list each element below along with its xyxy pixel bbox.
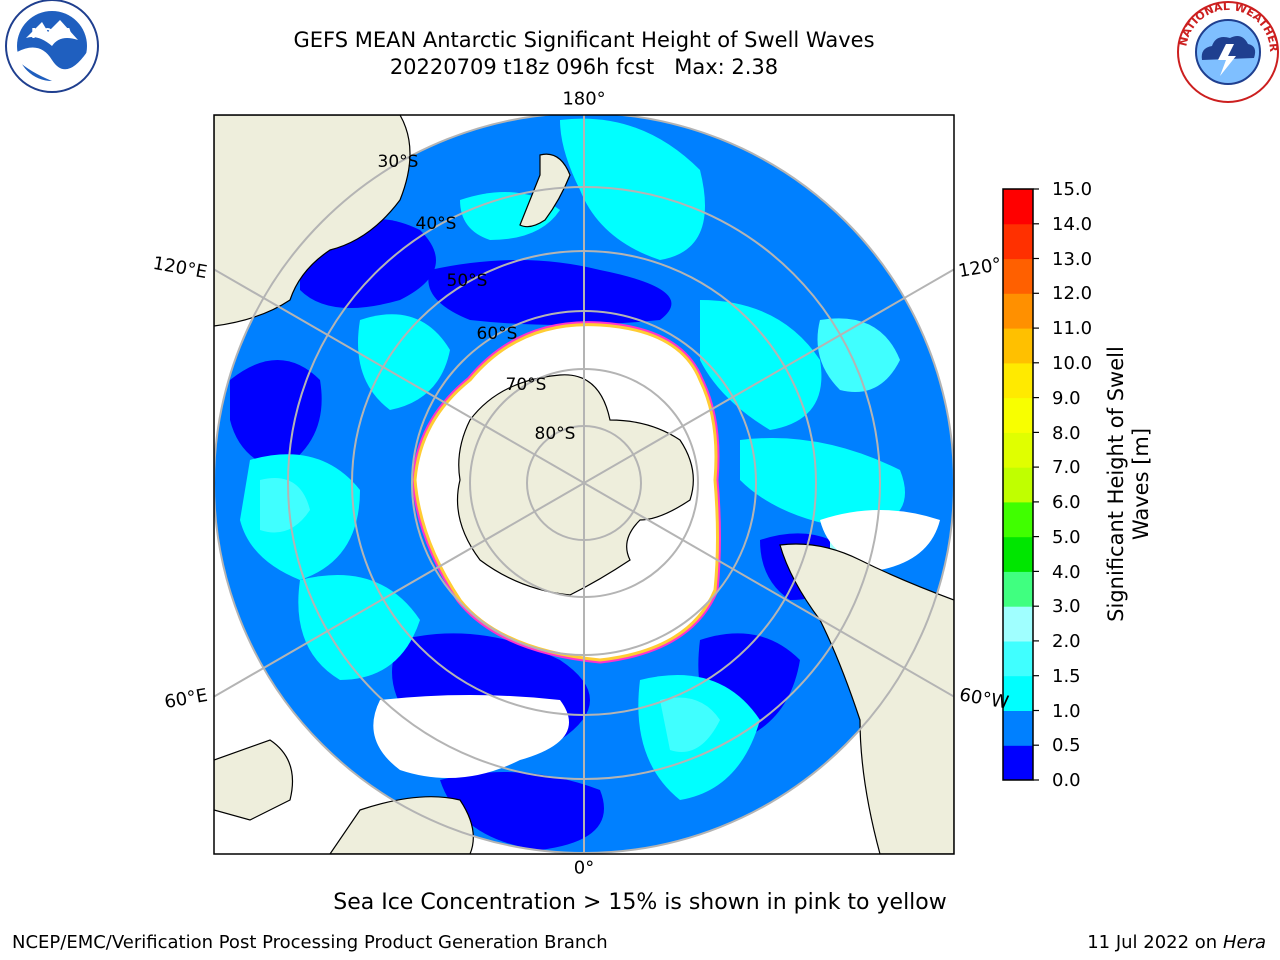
africa-land [214, 739, 294, 821]
no-swell-region [373, 695, 569, 778]
lon-label-180: 180° [562, 88, 606, 110]
lat-label-60s: 60°S [476, 324, 518, 344]
footer-date-text: 11 Jul 2022 on [1087, 932, 1223, 953]
colorbar-tick: 2.0 [1052, 631, 1081, 652]
colorbar-tick: 3.0 [1052, 596, 1081, 617]
lon-label-0: 0° [573, 857, 595, 879]
lat-label-70s: 70°S [505, 375, 547, 395]
swell-region [260, 478, 310, 533]
colorbar-bin [1003, 745, 1033, 781]
colorbar-tick: 11.0 [1052, 318, 1093, 339]
chart-subtitle: 20220709 t18z 096h fcst Max: 2.38 [389, 55, 779, 79]
australia-land [214, 115, 411, 327]
lat-label-30s: 30°S [377, 152, 419, 172]
nws-logo: NATIONAL WEATHER SERVICE [1176, 0, 1280, 103]
colorbar-tick: 0.5 [1052, 735, 1081, 756]
colorbar-frame [1002, 188, 1034, 781]
colorbar-bin [1003, 189, 1033, 225]
colorbar-tick: 7.0 [1052, 457, 1081, 478]
lat-label-40s: 40°S [415, 214, 457, 234]
colorbar-label: Significant Height of Swell Waves [m] [1104, 346, 1153, 622]
colorbar-bin [1003, 328, 1033, 364]
colorbar-tick: 1.5 [1052, 666, 1081, 687]
noaa-logo: NOAA [5, 0, 99, 93]
longitude-line [583, 482, 954, 698]
swell-region [428, 260, 672, 325]
sea-ice-caption: Sea Ice Concentration > 15% is shown in … [333, 890, 947, 915]
lat-label-80s: 80°S [534, 424, 576, 444]
colorbar-tick: 4.0 [1052, 562, 1081, 583]
swell-region [440, 772, 604, 850]
footer-date: 11 Jul 2022 on Hera [1087, 932, 1266, 953]
colorbar-tick: 14.0 [1052, 214, 1093, 235]
graticule [214, 115, 954, 854]
colorbar-bin [1003, 467, 1033, 503]
longitude-line [214, 268, 585, 484]
colorbar-bin [1003, 536, 1033, 572]
colorbar-tick: 12.0 [1052, 283, 1093, 304]
chart-title: GEFS MEAN Antarctic Significant Height o… [293, 28, 875, 52]
swell-region [740, 438, 905, 530]
colorbar-bin [1003, 362, 1033, 399]
colorbar [1002, 188, 1039, 781]
colorbar-tick: 10.0 [1052, 353, 1093, 374]
colorbar-bin [1003, 606, 1033, 642]
colorbar-tick: 9.0 [1052, 388, 1081, 409]
colorbar-bin [1003, 397, 1033, 433]
colorbar-bin [1003, 258, 1033, 294]
noaa-logo-text: NOAA [31, 27, 73, 42]
lat-label-50s: 50°S [446, 271, 488, 291]
swell-region [230, 360, 322, 470]
colorbar-tick: 13.0 [1052, 249, 1093, 270]
colorbar-bin [1003, 675, 1033, 711]
colorbar-bin [1003, 223, 1033, 260]
swell-region [560, 118, 705, 260]
colorbar-bin [1003, 293, 1033, 329]
africa-south-land [329, 796, 474, 854]
colorbar-bin [1003, 432, 1033, 468]
colorbar-tick: 6.0 [1052, 492, 1081, 513]
colorbar-bin [1003, 571, 1033, 607]
longitude-line [214, 482, 585, 698]
footer-credit: NCEP/EMC/Verification Post Processing Pr… [12, 932, 608, 953]
swell-region [660, 697, 720, 752]
colorbar-tick: 0.0 [1052, 770, 1081, 791]
colorbar-bin [1003, 710, 1033, 746]
colorbar-tick: 1.0 [1052, 701, 1081, 722]
footer-host: Hera [1222, 932, 1266, 953]
swell-region [358, 314, 450, 410]
colorbar-tick: 8.0 [1052, 423, 1081, 444]
map-frame [213, 114, 955, 855]
colorbar-bin [1003, 501, 1033, 538]
longitude-line [583, 268, 954, 484]
colorbar-tick: 5.0 [1052, 527, 1081, 548]
antarctica-land [456, 374, 694, 596]
swell-region [298, 575, 420, 680]
colorbar-tick: 15.0 [1052, 179, 1093, 200]
colorbar-bin [1003, 640, 1033, 677]
